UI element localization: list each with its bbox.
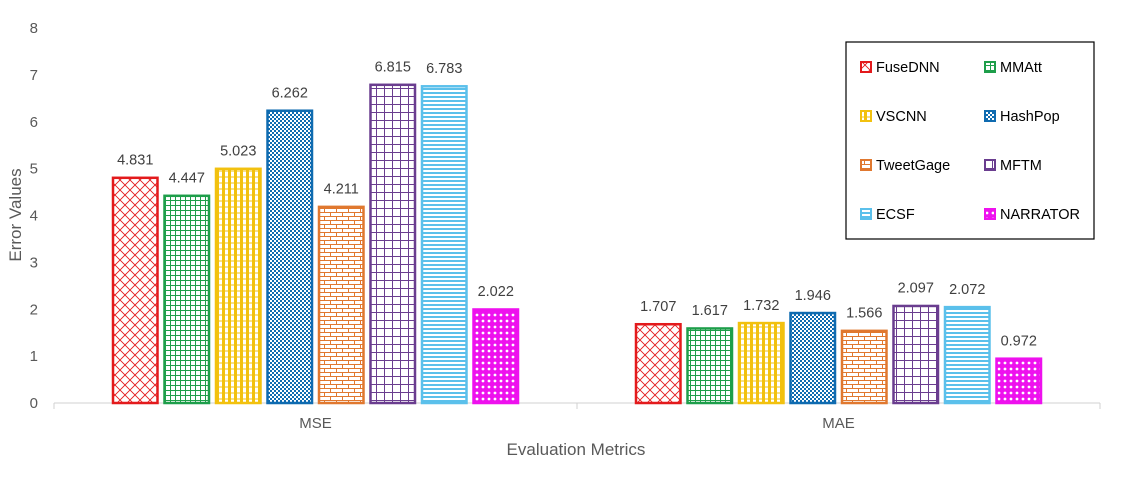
bar-fusednn-mae (634, 322, 682, 405)
x-tick-label: MSE (299, 415, 332, 432)
legend-item-hashpop: HashPop (984, 109, 1060, 125)
bar-mftm-mse (369, 83, 417, 405)
legend-label: HashPop (1000, 109, 1060, 125)
legend-label: TweetGage (876, 158, 950, 174)
data-label: 4.831 (117, 153, 153, 169)
x-axis-title: Evaluation Metrics (507, 440, 646, 459)
bar-narrator-mae (995, 357, 1043, 405)
data-label: 5.023 (220, 144, 256, 160)
legend-item-mftm: MFTM (984, 158, 1042, 174)
data-label: 1.946 (795, 288, 831, 304)
y-tick-label: 3 (30, 254, 38, 271)
legend-item-vscnn: VSCNN (860, 109, 927, 125)
legend-swatch (860, 61, 872, 73)
bar-tweetgage-mae (840, 329, 888, 405)
legend-swatch (984, 159, 996, 171)
data-label: 4.211 (324, 182, 359, 198)
y-tick-label: 5 (30, 161, 38, 178)
legend-item-narrator: NARRATOR (984, 207, 1080, 223)
legend-item-tweetgage: TweetGage (860, 158, 950, 174)
data-label: 1.617 (692, 303, 728, 319)
x-axis: MSE MAE (53, 402, 1101, 432)
y-tick-label: 8 (30, 20, 38, 37)
legend-swatch (860, 208, 872, 220)
data-label: 6.783 (426, 61, 462, 77)
legend-swatch (860, 110, 872, 122)
data-label: 1.732 (743, 298, 779, 314)
bars (111, 83, 1043, 405)
data-label: 6.815 (375, 60, 411, 76)
legend: FuseDNN MMAtt VSCNN HashPop TweetGage MFTM ECS… (845, 41, 1095, 240)
bar-mmatt-mse (163, 194, 211, 405)
bar-hashpop-mse (266, 109, 314, 405)
legend-label: FuseDNN (876, 60, 940, 76)
data-label: 2.022 (478, 284, 514, 300)
legend-label: ECSF (876, 207, 915, 223)
legend-item-fusednn: FuseDNN (860, 60, 940, 76)
data-labels: 4.831 4.447 5.023 6.262 4.211 6.815 6.783 2.022… (117, 60, 1037, 350)
y-tick-label: 6 (30, 114, 38, 131)
bar-mftm-mae (892, 304, 940, 405)
y-axis: 0 1 2 3 4 5 6 7 8 (30, 20, 38, 412)
legend-box (845, 41, 1095, 240)
legend-label: MFTM (1000, 158, 1042, 174)
data-label: 2.072 (949, 282, 985, 298)
bar-tweetgage-mse (317, 205, 365, 405)
legend-label: MMAtt (1000, 60, 1042, 76)
legend-label: NARRATOR (1000, 207, 1080, 223)
data-label: 1.566 (846, 306, 882, 322)
bar-mmatt-mae (686, 327, 734, 405)
y-tick-label: 4 (30, 208, 38, 225)
data-label: 2.097 (898, 281, 934, 297)
bar-ecsf-mse (420, 85, 468, 405)
bar-narrator-mse (472, 308, 520, 405)
bar-hashpop-mae (789, 311, 837, 405)
x-tick-label: MAE (822, 415, 855, 432)
legend-item-ecsf: ECSF (860, 207, 915, 223)
data-label: 6.262 (272, 85, 308, 101)
legend-item-mmatt: MMAtt (984, 60, 1042, 76)
legend-swatch (984, 61, 996, 73)
legend-swatch (984, 208, 996, 220)
bar-ecsf-mae (943, 305, 991, 405)
y-tick-label: 0 (30, 395, 38, 412)
bar-vscnn-mae (737, 321, 785, 405)
y-tick-label: 7 (30, 67, 38, 84)
legend-swatch (984, 110, 996, 122)
data-label: 1.707 (640, 299, 676, 315)
legend-swatch (860, 159, 872, 171)
y-tick-label: 1 (30, 348, 38, 365)
bar-fusednn-mse (111, 176, 159, 405)
data-label: 0.972 (1001, 333, 1037, 349)
data-label: 4.447 (169, 171, 205, 187)
bar-vscnn-mse (214, 167, 262, 405)
y-tick-label: 2 (30, 301, 38, 318)
y-axis-title: Error Values (6, 168, 25, 261)
legend-label: VSCNN (876, 109, 927, 125)
